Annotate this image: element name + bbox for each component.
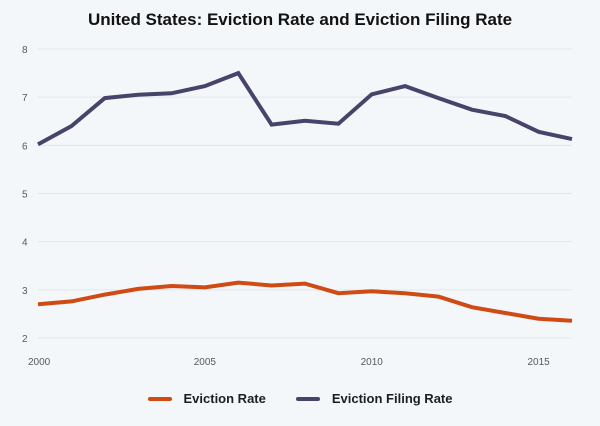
data-point [236, 281, 240, 285]
legend-swatch [147, 396, 172, 401]
data-point [236, 71, 240, 75]
data-point [503, 114, 507, 118]
data-point [69, 299, 73, 303]
y-tick-label: 8 [22, 45, 28, 56]
data-point [36, 142, 40, 146]
data-point [69, 124, 73, 128]
x-tick-label: 2010 [361, 357, 384, 368]
data-point [170, 91, 174, 95]
data-point [370, 289, 374, 293]
data-point [136, 93, 140, 97]
x-tick-label: 2015 [528, 357, 551, 368]
data-point [537, 130, 541, 134]
data-point [470, 305, 474, 309]
y-tick-label: 2 [22, 334, 28, 345]
x-tick-label: 2005 [194, 357, 217, 368]
data-point [170, 284, 174, 288]
data-point [370, 92, 374, 96]
data-point [437, 96, 441, 100]
data-point [36, 302, 40, 306]
series-line-eviction-rate [37, 280, 573, 323]
data-point [203, 84, 207, 88]
chart-title: United States: Eviction Rate and Evictio… [87, 10, 513, 29]
data-point [570, 137, 574, 141]
y-tick-label: 7 [22, 93, 28, 104]
data-point [437, 295, 441, 299]
y-tick-label: 4 [22, 238, 28, 249]
legend-label: Eviction Rate [183, 391, 266, 406]
y-tick-label: 5 [22, 190, 28, 201]
data-point [270, 123, 274, 127]
data-point [570, 319, 574, 323]
chart-legend: Eviction Rate Eviction Filing Rate [0, 391, 600, 406]
legend-label: Eviction Filing Rate [331, 391, 453, 406]
data-point [103, 96, 107, 100]
legend-swatch [295, 396, 320, 401]
data-point [503, 311, 507, 315]
legend-item: Eviction Filing Rate [295, 391, 453, 406]
series-line-eviction-filing-rate [37, 70, 573, 147]
data-point [203, 285, 207, 289]
data-point [303, 282, 307, 286]
data-point [470, 108, 474, 112]
x-tick-label: 2000 [28, 357, 51, 368]
data-point [336, 122, 340, 126]
y-tick-label: 3 [22, 286, 28, 297]
data-point [403, 291, 407, 295]
data-point [537, 317, 541, 321]
data-point [336, 291, 340, 295]
data-point [403, 84, 407, 88]
data-point [136, 287, 140, 291]
legend-item: Eviction Rate [147, 391, 266, 406]
y-tick-label: 6 [22, 141, 28, 152]
data-point [103, 293, 107, 297]
data-point [270, 283, 274, 287]
data-point [303, 119, 307, 123]
